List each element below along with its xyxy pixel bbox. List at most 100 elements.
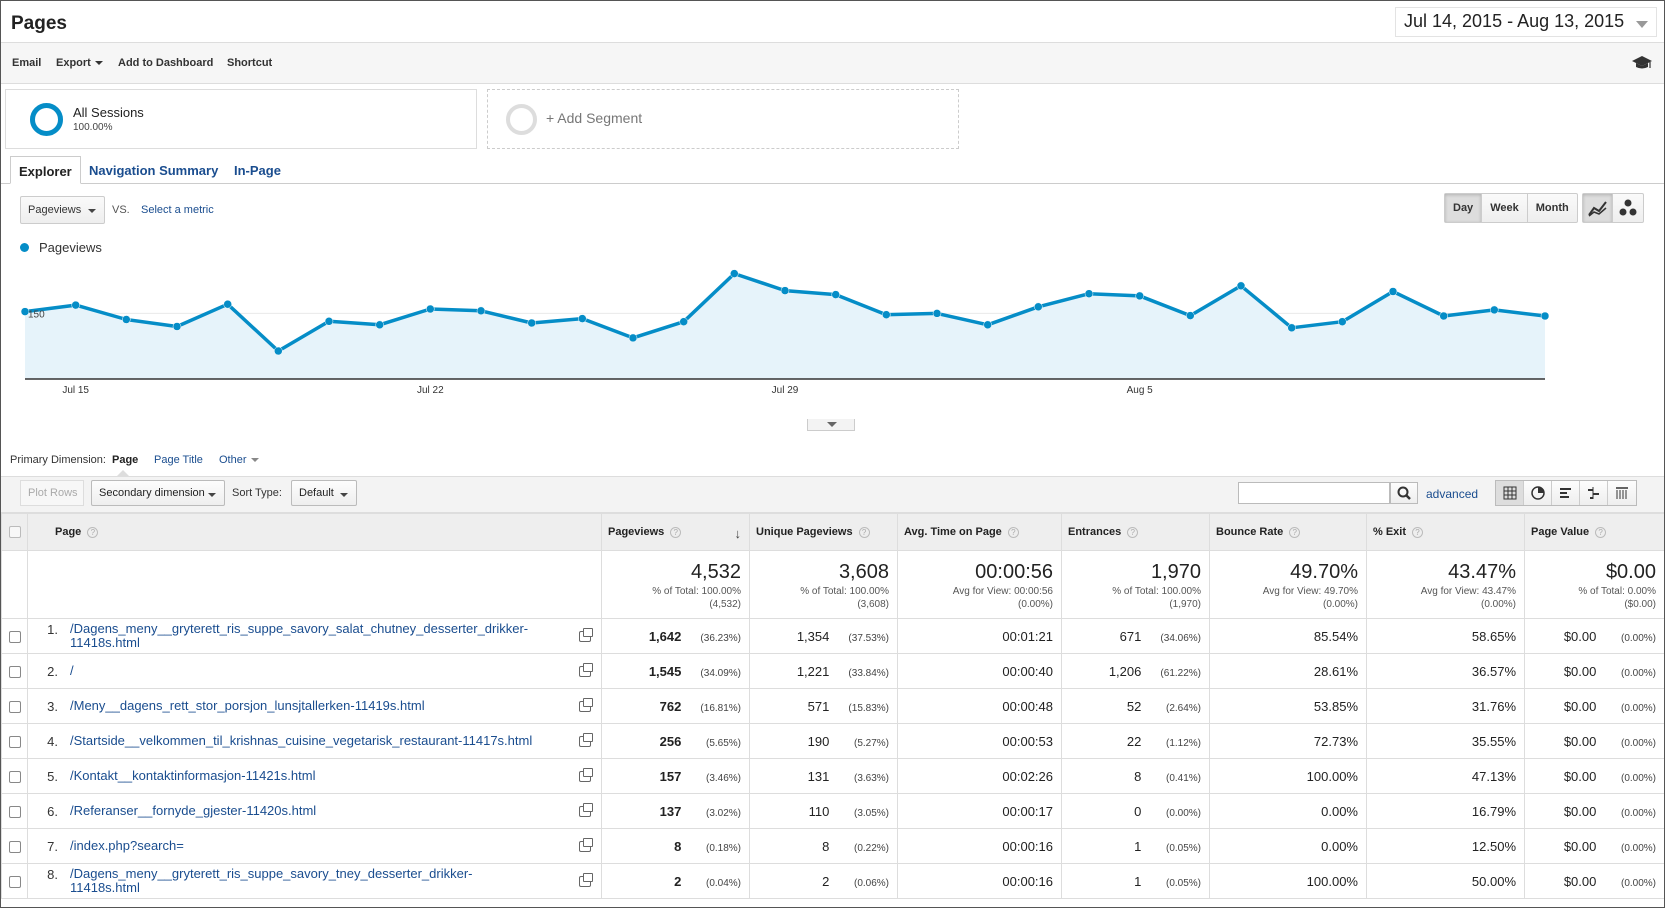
totals-value: 00:00:56	[975, 561, 1053, 583]
external-link-icon[interactable]	[579, 663, 593, 677]
help-icon[interactable]: ?	[858, 526, 870, 538]
totals-subtext: % of Total: 100.00%	[652, 586, 741, 597]
row-checkbox[interactable]	[8, 631, 21, 644]
external-link-icon[interactable]	[579, 628, 593, 642]
chart-collapse-handle[interactable]	[807, 419, 855, 431]
page-cell: 5. /Kontakt__kontaktinformasjon-11421s.ht…	[27, 758, 602, 794]
totals-subtext: Avg for View: 43.47%	[1420, 586, 1516, 597]
cell-percent: (3.05%)	[853, 807, 889, 819]
row-checkbox[interactable]	[8, 806, 21, 819]
page-link[interactable]: /Dagens_meny__gryterett_ris_suppe_savory…	[70, 621, 529, 650]
comparison-icon	[1587, 487, 1599, 499]
page-link[interactable]: /	[70, 662, 74, 678]
row-checkbox[interactable]	[8, 701, 21, 714]
period-month-button[interactable]: Month	[1535, 202, 1569, 214]
column-header-bounce-rate[interactable]: Bounce Rate?	[1209, 513, 1367, 551]
table-search-input[interactable]	[1238, 482, 1390, 504]
row-checkbox[interactable]	[8, 666, 21, 679]
select-all-checkbox[interactable]	[9, 526, 21, 539]
graduation-cap-icon[interactable]	[1631, 55, 1653, 71]
dimension-other[interactable]: Other	[219, 454, 259, 466]
help-icon[interactable]: ?	[87, 526, 99, 538]
column-header-avg-time[interactable]: Avg. Time on Page?	[897, 513, 1062, 551]
help-icon[interactable]: ?	[1127, 526, 1139, 538]
column-header-exit[interactable]: % Exit?	[1366, 513, 1525, 551]
row-checkbox[interactable]	[8, 841, 21, 854]
help-icon[interactable]: ?	[670, 526, 682, 538]
external-link-icon[interactable]	[579, 768, 593, 782]
date-range-picker[interactable]: Jul 14, 2015 - Aug 13, 2015	[1395, 7, 1657, 37]
select-metric-link[interactable]: Select a metric	[141, 204, 214, 216]
page-link[interactable]: /Kontakt__kontaktinformasjon-11421s.html	[70, 767, 316, 783]
help-icon[interactable]: ?	[1595, 526, 1607, 538]
tab-in-page[interactable]: In-Page	[234, 163, 281, 178]
help-icon[interactable]: ?	[1007, 526, 1019, 538]
secondary-dimension-select[interactable]: Secondary dimension	[91, 480, 225, 506]
totals-blank	[1, 550, 28, 619]
column-header-entrances[interactable]: Entrances?	[1061, 513, 1210, 551]
metric-select[interactable]: Pageviews	[20, 196, 105, 224]
page-link[interactable]: /Startside__velkommen_til_krishnas_cuisi…	[70, 732, 533, 748]
dimension-other-label: Other	[219, 454, 247, 466]
sort-type-select[interactable]: Default	[291, 480, 357, 506]
shortcut-button[interactable]: Shortcut	[227, 57, 273, 69]
cell-value: 1,642	[648, 628, 682, 644]
add-segment-button[interactable]: + Add Segment	[487, 89, 959, 149]
help-icon[interactable]: ?	[1289, 526, 1301, 538]
email-button[interactable]: Email	[12, 57, 42, 69]
export-label: Export	[56, 57, 91, 69]
data-point	[223, 299, 232, 309]
exit-cell: 16.79%	[1366, 793, 1525, 829]
entrances-cell: 52 (2.64%)	[1061, 688, 1210, 724]
period-day-button[interactable]: Day	[1445, 194, 1483, 222]
page-link[interactable]: /Referanser__fornyde_gjester-11420s.html	[70, 802, 317, 818]
tab-explorer[interactable]: Explorer	[10, 156, 81, 184]
view-performance-button[interactable]	[1552, 481, 1580, 505]
add-to-dashboard-button[interactable]: Add to Dashboard	[118, 57, 214, 69]
period-week-button[interactable]: Week	[1482, 194, 1528, 222]
search-button[interactable]	[1390, 482, 1418, 504]
column-header-page-value[interactable]: Page Value?	[1524, 513, 1664, 551]
external-link-icon[interactable]	[579, 803, 593, 817]
row-number: 1.	[47, 622, 58, 637]
page-cell: 8. /Dagens_meny__gryterett_ris_suppe_savo…	[27, 863, 602, 899]
chevron-down-icon	[1636, 21, 1648, 28]
column-header-unique-pageviews[interactable]: Unique Pageviews?	[749, 513, 898, 551]
tab-navigation-summary[interactable]: Navigation Summary	[89, 163, 219, 178]
cell-value: $0.00	[1563, 628, 1597, 644]
row-checkbox[interactable]	[8, 771, 21, 784]
cell-value: 52	[1126, 698, 1142, 714]
external-link-icon[interactable]	[579, 873, 593, 887]
export-button[interactable]: Export	[56, 57, 103, 69]
pivot-icon	[1616, 487, 1628, 499]
cell-value: 22	[1126, 733, 1142, 749]
data-point	[527, 318, 536, 328]
row-checkbox[interactable]	[8, 876, 21, 889]
cell-value: $0.00	[1563, 873, 1597, 889]
external-link-icon[interactable]	[579, 733, 593, 747]
external-link-icon[interactable]	[579, 698, 593, 712]
segment-all-sessions[interactable]: All Sessions 100.00%	[5, 89, 477, 149]
page-link[interactable]: /Dagens_meny__gryterett_ris_suppe_savory…	[70, 866, 473, 895]
advanced-filter-link[interactable]: advanced	[1426, 487, 1479, 501]
plot-rows-button[interactable]: Plot Rows	[20, 480, 84, 506]
help-icon[interactable]: ?	[1412, 526, 1424, 538]
view-comparison-button[interactable]	[1580, 481, 1608, 505]
view-pie-button[interactable]	[1524, 481, 1552, 505]
dimension-page-title[interactable]: Page Title	[154, 454, 203, 466]
motion-chart-button[interactable]	[1613, 194, 1643, 222]
page-link[interactable]: /index.php?search=	[70, 837, 184, 853]
view-pivot-button[interactable]	[1608, 481, 1636, 505]
column-header-page[interactable]: Page?	[27, 513, 602, 551]
row-checkbox[interactable]	[8, 736, 21, 749]
view-table-button[interactable]	[1496, 481, 1524, 505]
column-header-pageviews[interactable]: Pageviews? ↓	[601, 513, 750, 551]
dimension-page[interactable]: Page	[112, 454, 139, 466]
data-point	[983, 320, 992, 330]
page-link[interactable]: /Meny__dagens_rett_stor_porsjon_lunsjtal…	[70, 697, 425, 713]
cell-percent: (0.18%)	[705, 842, 741, 854]
data-point	[324, 317, 334, 326]
chevron-down-icon	[208, 493, 216, 497]
line-chart-button[interactable]	[1583, 194, 1613, 222]
external-link-icon[interactable]	[579, 838, 593, 852]
